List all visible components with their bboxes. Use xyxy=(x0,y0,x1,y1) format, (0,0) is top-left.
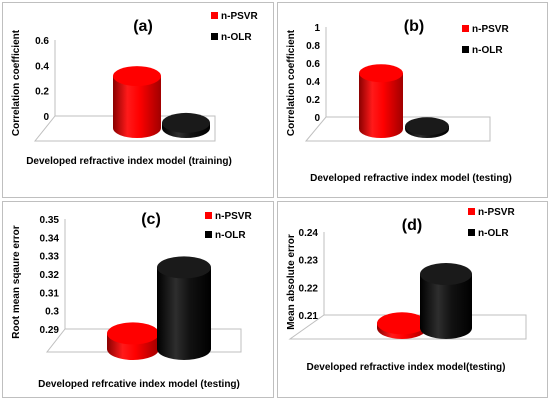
y-tick-label: 0.3 xyxy=(45,307,59,318)
chart-panel-c: 0.29 0.3 0.31 0.32 0.33 0.34 0.35 (c) n-PSVR n-OL… xyxy=(2,201,274,398)
bar-n-psvr xyxy=(377,312,427,339)
y-tick-label: 0.34 xyxy=(40,233,60,244)
y-tick-label: 0.4 xyxy=(35,61,49,72)
y-tick-label: 0.21 xyxy=(299,311,319,322)
y-tick-label: 0.8 xyxy=(306,41,320,52)
y-axis-title: Mean absolute error xyxy=(286,234,297,330)
y-tick-label: 0.29 xyxy=(40,325,60,336)
legend-swatch xyxy=(468,208,475,215)
legend-entry: n-PSVR xyxy=(221,11,258,22)
legend-swatch xyxy=(205,212,212,219)
y-tick-label: 0.22 xyxy=(299,283,319,294)
bar-n-olr xyxy=(420,263,472,339)
x-axis-title: Developed refrcative index model (testin… xyxy=(38,379,240,390)
y-tick-label: 0.31 xyxy=(40,288,60,299)
legend-entry: n-PSVR xyxy=(215,211,252,222)
y-tick-label: 0 xyxy=(43,112,49,123)
bar-n-psvr xyxy=(107,322,159,360)
y-tick-label: 0.24 xyxy=(299,228,319,239)
y-tick-label: 0.6 xyxy=(35,36,49,47)
chart-svg: 0.29 0.3 0.31 0.32 0.33 0.34 0.35 (c) n-PSVR n-OL… xyxy=(11,211,252,390)
y-tick-label: 0.33 xyxy=(40,252,60,263)
y-axis-title: Correlation coefficient xyxy=(11,29,22,136)
bar-n-psvr xyxy=(359,64,403,138)
legend-swatch xyxy=(468,229,475,236)
x-axis-title: Developed refractive index model (testin… xyxy=(310,173,512,184)
y-axis-title: Root mean sqaure error xyxy=(11,225,22,338)
chart-svg: 0 0.2 0.4 0.6 (a) n-PSVR n-OLR Correlation coef… xyxy=(11,11,258,167)
chart-svg: 0.21 0.22 0.23 0.24 (d) n-PSVR n-OLR Mean absol… xyxy=(286,207,527,373)
legend-swatch xyxy=(211,12,218,19)
y-tick-label: 0.32 xyxy=(40,270,60,281)
chart-panel-b: 0 0.2 0.4 0.6 0.8 1 (b) n-PSVR n-OLR Correlation … xyxy=(277,2,548,198)
panel-label: (b) xyxy=(404,18,424,35)
x-axis-title: Developed refractive index model (traini… xyxy=(26,156,232,167)
y-tick-label: 0.6 xyxy=(306,59,320,70)
legend-entry: n-PSVR xyxy=(472,24,509,35)
y-tick-label: 1 xyxy=(314,23,320,34)
legend-entry: n-OLR xyxy=(478,228,509,239)
legend-entry: n-PSVR xyxy=(478,207,515,218)
y-tick-label: 0.35 xyxy=(40,215,60,226)
x-axis-title: Developed refractive index model(testing… xyxy=(307,362,506,373)
legend-entry: n-OLR xyxy=(472,45,503,56)
chart-svg: 0 0.2 0.4 0.6 0.8 1 (b) n-PSVR n-OLR Correlation … xyxy=(286,18,512,184)
bar-n-olr xyxy=(405,117,449,138)
y-tick-label: 0.2 xyxy=(306,95,320,106)
y-axis-title: Correlation coefficient xyxy=(286,29,297,136)
legend-entry: n-OLR xyxy=(215,230,246,241)
panel-label: (c) xyxy=(141,211,161,228)
legend-swatch xyxy=(462,25,469,32)
legend-swatch xyxy=(462,46,469,53)
y-tick-label: 0.4 xyxy=(306,77,320,88)
chart-panel-a: 0 0.2 0.4 0.6 (a) n-PSVR n-OLR Correlation coef… xyxy=(2,2,274,198)
chart-panel-d: 0.21 0.22 0.23 0.24 (d) n-PSVR n-OLR Mean absol… xyxy=(277,201,548,398)
y-tick-label: 0.23 xyxy=(299,256,319,267)
panel-label: (a) xyxy=(133,18,153,35)
bar-n-olr xyxy=(162,112,210,138)
bar-n-psvr xyxy=(113,66,161,138)
legend-entry: n-OLR xyxy=(221,32,252,43)
legend-swatch xyxy=(211,33,218,40)
legend-swatch xyxy=(205,231,212,238)
y-tick-label: 0 xyxy=(314,113,320,124)
y-tick-label: 0.2 xyxy=(35,87,49,98)
bar-n-olr xyxy=(157,256,211,360)
panel-label: (d) xyxy=(402,217,422,234)
